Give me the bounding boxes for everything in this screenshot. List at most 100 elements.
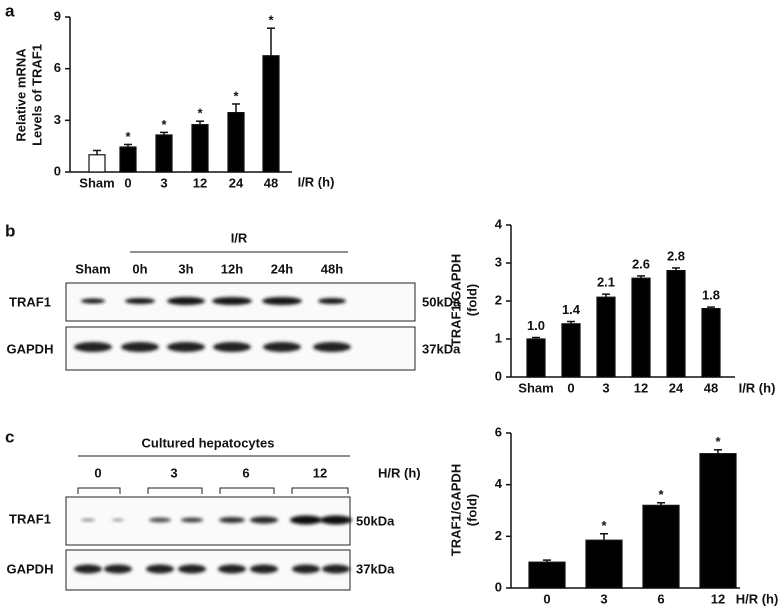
blot-band <box>320 515 352 525</box>
lane-bracket <box>291 487 349 494</box>
value-label: 1.4 <box>562 302 581 317</box>
significance-mark: * <box>715 434 721 449</box>
value-label: 1.8 <box>702 288 720 303</box>
value-label: 2.6 <box>632 256 650 271</box>
x-tick-label: 24 <box>669 380 684 395</box>
value-label: 2.8 <box>667 248 685 263</box>
y-tick-label: 4 <box>495 216 503 231</box>
bar <box>227 111 245 173</box>
blot-band <box>104 564 132 574</box>
blot-band <box>263 342 301 352</box>
blot-band <box>112 518 124 522</box>
bar <box>666 270 686 378</box>
bar <box>528 561 566 589</box>
blot-band <box>74 342 112 352</box>
x-tick-label: 48 <box>264 175 278 190</box>
value-label: 2.1 <box>597 275 615 290</box>
x-tick-label: Sham <box>79 175 114 190</box>
lane-bracket <box>77 487 121 494</box>
significance-mark: * <box>658 487 664 502</box>
y-tick-label: 3 <box>54 112 61 127</box>
blot-band <box>81 298 105 304</box>
lane-label: 3 <box>170 465 177 480</box>
blot-band <box>178 564 206 574</box>
y-tick-label: 2 <box>495 528 502 543</box>
x-tick-label: 24 <box>229 175 244 190</box>
lane-label: 48h <box>321 261 343 276</box>
bar <box>699 453 737 589</box>
bar <box>119 146 137 173</box>
blot-band <box>121 342 159 352</box>
bar <box>631 277 651 378</box>
size-label: 50kDa <box>356 513 395 528</box>
y-axis-label: (fold) <box>464 284 479 316</box>
y-axis-label: (fold) <box>464 494 479 526</box>
lane-label: 0 <box>94 465 101 480</box>
lane-bracket <box>147 487 203 494</box>
x-tick-label: 3 <box>600 591 607 606</box>
y-tick-label: 0 <box>54 163 61 178</box>
blot-band <box>219 517 245 523</box>
x-tick-label: 6 <box>657 591 664 606</box>
lane-label: 12 <box>313 465 327 480</box>
x-tick-label: 3 <box>160 175 167 190</box>
lane-label: 24h <box>271 261 293 276</box>
blot-band <box>218 564 246 574</box>
panel-label: b <box>5 221 15 240</box>
blot-band <box>318 298 346 304</box>
blot-band <box>167 342 205 352</box>
y-tick-label: 1 <box>495 330 502 345</box>
blot-band <box>212 297 252 305</box>
bar <box>596 296 616 378</box>
x-tick-label: 0 <box>124 175 131 190</box>
x-tick-label: 0 <box>543 591 550 606</box>
blot-band <box>146 564 174 574</box>
y-axis-label: TRAF1/GAPDH <box>448 464 463 556</box>
lane-label: Sham <box>75 261 110 276</box>
blot-band <box>125 298 155 304</box>
blot-band <box>250 564 278 574</box>
lane-label: 0h <box>132 261 147 276</box>
bar <box>88 154 106 173</box>
y-tick-label: 6 <box>495 424 502 439</box>
blot-band <box>290 515 322 525</box>
x-axis-label: I/R (h) <box>739 380 776 395</box>
x-tick-label: 3 <box>602 380 609 395</box>
blot-band <box>322 564 350 574</box>
panel-label: a <box>5 1 15 20</box>
x-tick-label: 0 <box>567 380 574 395</box>
blot-band <box>250 516 278 524</box>
significance-mark: * <box>601 518 607 533</box>
y-tick-label: 9 <box>54 8 61 23</box>
blot-band <box>313 342 351 352</box>
row-label: GAPDH <box>7 341 54 356</box>
bar <box>585 539 623 589</box>
y-tick-label: 0 <box>495 579 502 594</box>
y-tick-label: 3 <box>495 254 502 269</box>
x-axis-label: H/R (h) <box>736 591 779 606</box>
x-tick-label: 12 <box>634 380 648 395</box>
y-axis-label: Levels of TRAF1 <box>29 44 44 146</box>
lane-label: 6 <box>242 465 249 480</box>
size-label: 50kDa <box>422 294 461 309</box>
x-tick-label: Sham <box>518 380 553 395</box>
y-tick-label: 4 <box>495 476 503 491</box>
bar <box>262 55 280 173</box>
y-axis-label: Relative mRNA <box>13 48 28 142</box>
row-label: TRAF1 <box>9 294 51 309</box>
blot-band <box>167 297 205 305</box>
bar <box>526 338 546 378</box>
panel-label: c <box>5 427 14 446</box>
significance-mark: * <box>233 88 239 103</box>
lane-label: 12h <box>221 261 243 276</box>
lane-bracket <box>219 487 275 494</box>
x-tick-label: 12 <box>193 175 207 190</box>
lane-axis-label: H/R (h) <box>378 465 421 480</box>
blot-group-label: Cultured hepatocytes <box>142 435 275 450</box>
y-tick-label: 0 <box>495 368 502 383</box>
bar <box>155 134 173 173</box>
value-label: 1.0 <box>527 318 545 333</box>
row-label: GAPDH <box>7 561 54 576</box>
x-tick-label: 48 <box>704 380 718 395</box>
bar <box>191 124 209 173</box>
